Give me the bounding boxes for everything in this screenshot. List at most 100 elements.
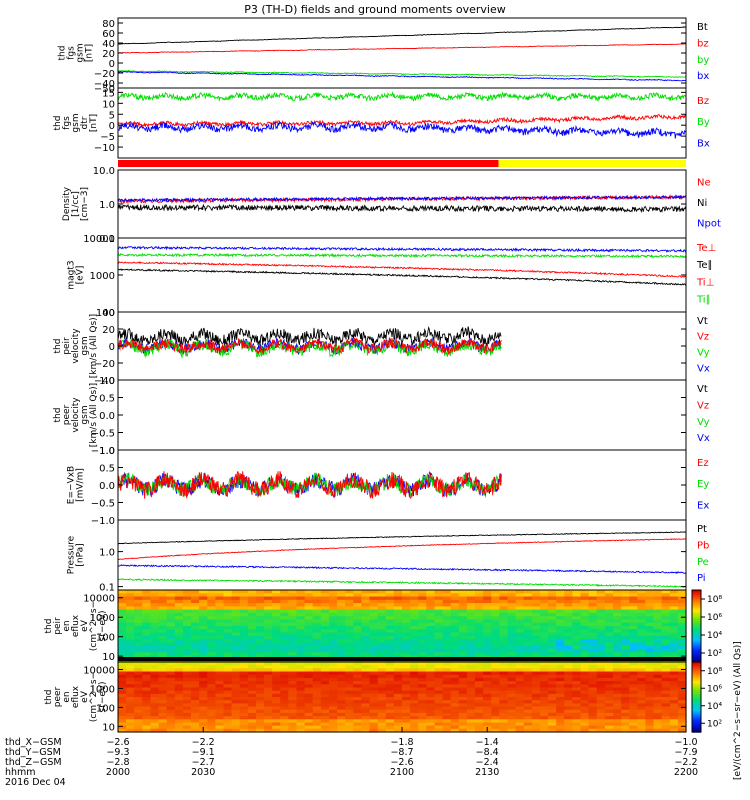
- spectrogram-cell: [669, 612, 679, 617]
- y-tick-label: 20: [102, 325, 115, 336]
- spectrogram-cell: [588, 709, 598, 714]
- spectrogram-cell: [539, 596, 549, 601]
- spectrogram-cell: [499, 606, 509, 611]
- spectrogram-cell: [588, 590, 598, 594]
- spectrogram-cell: [426, 593, 435, 598]
- spectrogram-cell: [142, 642, 151, 647]
- spectrogram-cell: [377, 719, 387, 724]
- spectrogram-cell: [329, 709, 338, 714]
- spectrogram-cell: [288, 722, 298, 727]
- spectrogram-cell: [280, 629, 289, 634]
- spectrogram-cell: [264, 687, 273, 692]
- spectrogram-cell: [158, 709, 168, 714]
- spectrogram-cell: [458, 645, 468, 650]
- spectrogram-cell: [345, 590, 354, 594]
- spectrogram-cell: [588, 642, 598, 647]
- spectrogram-cell: [450, 728, 460, 733]
- spectrogram-cell: [320, 674, 330, 679]
- y-tick-label: 0.5: [99, 394, 115, 405]
- spectrogram-cell: [385, 612, 395, 617]
- spectrogram-cell: [174, 712, 184, 717]
- spectrogram-cell: [442, 703, 452, 708]
- spectrogram-cell: [393, 687, 403, 692]
- spectrogram-cell: [523, 619, 533, 624]
- spectrogram-cell: [182, 609, 192, 614]
- spectrogram-cell: [596, 709, 606, 714]
- spectrogram-cell: [158, 662, 168, 666]
- spectrogram-cell: [393, 700, 403, 704]
- spectrogram-cell: [475, 622, 484, 627]
- spectrogram-cell: [264, 635, 273, 640]
- spectrogram-cell: [402, 681, 411, 685]
- spectrogram-cell: [564, 728, 573, 733]
- spectrogram-cell: [402, 728, 411, 733]
- spectrogram-cell: [418, 616, 427, 621]
- spectrogram-cell: [580, 722, 590, 727]
- spectrogram-cell: [499, 728, 509, 733]
- spectrogram-cell: [361, 642, 371, 647]
- spectrogram-cell: [483, 622, 492, 627]
- spectrogram-cell: [458, 593, 468, 598]
- spectrogram-cell: [604, 652, 614, 657]
- spectrogram-cell: [304, 639, 314, 643]
- spectrogram-cell: [158, 642, 168, 647]
- spectrogram-cell: [361, 700, 371, 704]
- spectrogram-cell: [272, 697, 281, 701]
- spectrogram-cell: [556, 662, 565, 666]
- spectrogram-cell: [539, 671, 549, 676]
- spectrogram-cell: [564, 725, 573, 730]
- spectrogram-cell: [661, 645, 671, 650]
- spectrogram-cell: [231, 616, 241, 621]
- spectrogram-cell: [337, 725, 346, 730]
- spectrogram-cell: [158, 712, 168, 717]
- spectrogram-cell: [191, 616, 200, 621]
- colorbar-cell: [692, 658, 701, 661]
- spectrogram-cell: [369, 725, 379, 730]
- spectrogram-cell: [556, 709, 565, 714]
- spectrogram-cell: [426, 648, 435, 653]
- spectrogram-cell: [475, 671, 484, 676]
- colorbar-cell: [692, 721, 701, 724]
- spectrogram-cell: [450, 722, 460, 727]
- spectrogram-cell: [353, 606, 362, 611]
- spectrogram-cell: [288, 599, 298, 604]
- colorbar-cell: [692, 697, 701, 700]
- spectrogram-cell: [499, 642, 509, 647]
- spectrogram-cell: [150, 603, 160, 607]
- spectrogram-cell: [239, 725, 249, 730]
- spectrogram-cell: [434, 599, 444, 604]
- spectrogram-cell: [199, 700, 208, 704]
- spectrogram-cell: [531, 635, 541, 640]
- spectrogram-cell: [450, 626, 460, 630]
- spectrogram-cell: [572, 612, 582, 617]
- spectrogram-cell: [580, 684, 590, 689]
- spectrogram-cell: [247, 639, 257, 643]
- spectrogram-cell: [572, 668, 582, 673]
- spectrogram-cell: [621, 629, 630, 634]
- spectrogram-cell: [564, 642, 573, 647]
- spectrogram-cell: [320, 668, 330, 673]
- spectrogram-cell: [126, 728, 135, 733]
- spectrogram-cell: [475, 712, 484, 717]
- spectrogram-cell: [134, 629, 143, 634]
- spectrogram-cell: [523, 697, 533, 701]
- spectrogram-cell: [613, 606, 622, 611]
- spectrogram-cell: [645, 603, 655, 607]
- spectrogram-cell: [393, 609, 403, 614]
- spectrogram-cell: [142, 722, 151, 727]
- spectrogram-cell: [329, 626, 338, 630]
- spectrogram-cell: [329, 716, 338, 720]
- spectrogram-cell: [296, 619, 306, 624]
- spectrogram-cell: [353, 690, 362, 695]
- legend-By: By: [697, 117, 710, 128]
- spectrogram-cell: [126, 622, 135, 627]
- spectrogram-cell: [531, 674, 541, 679]
- spectrogram-cell: [142, 632, 151, 637]
- spectrogram-cell: [239, 599, 249, 604]
- spectrogram-cell: [613, 712, 622, 717]
- spectrogram-cell: [304, 716, 314, 720]
- spectrogram-cell: [385, 697, 395, 701]
- spectrogram-cell: [499, 648, 509, 653]
- spectrogram-cell: [621, 677, 630, 682]
